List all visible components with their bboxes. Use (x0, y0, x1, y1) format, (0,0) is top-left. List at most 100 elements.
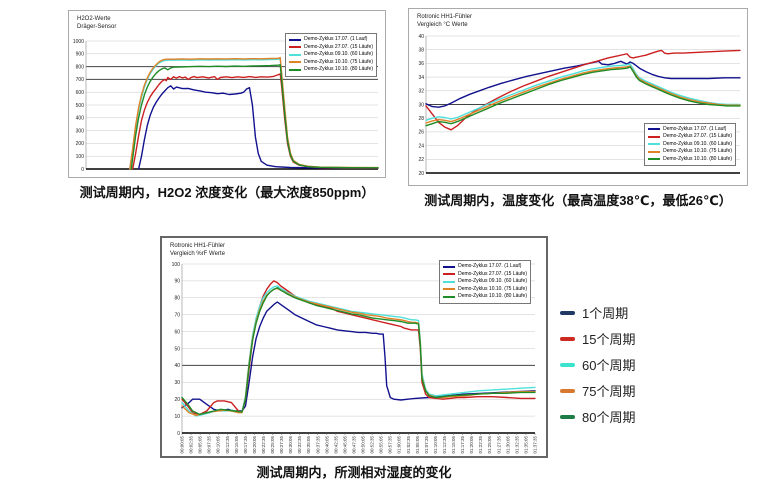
legend-item: Demo-Zyklus 10.10. (80 Läufe) (443, 293, 527, 301)
legend-label: Demo-Zyklus 09.10. (60 Läufe) (304, 51, 373, 57)
chart-title: Rotronic HH1-Fühler Vergleich %rF Werte (170, 242, 225, 258)
legend-label: Demo-Zyklus 17.07. (1 Lauf) (304, 36, 368, 42)
chart-title: Rotronic HH1-Fühler Vergleich °C Werte (417, 13, 472, 29)
svg-text:00:12:35: 00:12:35 (225, 436, 230, 454)
legend-item: Demo-Zyklus 10.10. (80 Läufe) (648, 156, 732, 164)
svg-text:20: 20 (174, 397, 180, 403)
cycle-legend-item: 75个周期 (560, 381, 635, 400)
svg-text:36: 36 (418, 61, 424, 67)
cycle-legend-swatch (560, 388, 575, 393)
legend-item: Demo-Zyklus 09.10. (60 Läufe) (648, 141, 732, 149)
legend-swatch (648, 150, 661, 153)
legend-swatch (289, 38, 302, 41)
svg-text:300: 300 (76, 128, 85, 134)
cycle-legend-panel: 1个周期 15个周期 60个周期 75个周期 80个周期 (560, 303, 635, 433)
legend-swatch (648, 128, 661, 131)
chart-title-line2: Vergleich °C Werte (417, 22, 468, 29)
cycle-legend-swatch (560, 336, 575, 341)
svg-text:00:10:05: 00:10:05 (216, 436, 221, 454)
cycle-legend-item: 15个周期 (560, 329, 635, 348)
legend-swatch (289, 68, 302, 71)
figure-temperature: Rotronic HH1-Fühler Vergleich °C Werte 2… (408, 8, 748, 209)
svg-text:26: 26 (418, 130, 424, 136)
humidity-legend: Demo-Zyklus 17.07. (1 Lauf) Demo-Zyklus 2… (439, 260, 531, 304)
cycle-legend-swatch (560, 414, 575, 419)
legend-label: Demo-Zyklus 10.10. (80 Läufe) (663, 155, 732, 162)
cycle-legend-item: 80个周期 (560, 407, 635, 426)
legend-swatch (443, 280, 456, 283)
svg-text:01:10:05: 01:10:05 (433, 436, 438, 454)
svg-text:28: 28 (418, 116, 424, 122)
cycle-legend-label: 15个周期 (582, 332, 636, 347)
svg-text:00:07:35: 00:07:35 (207, 436, 212, 454)
chart-title-line2: Vergleich %rF Werte (170, 251, 225, 258)
cycle-legend-item: 60个周期 (560, 355, 635, 374)
svg-text:01:37:35: 01:37:35 (533, 436, 538, 454)
svg-text:01:27:35: 01:27:35 (496, 436, 501, 454)
svg-text:01:07:35: 01:07:35 (424, 436, 429, 454)
chart-temperature: Rotronic HH1-Fühler Vergleich °C Werte 2… (408, 8, 748, 186)
chart-humidity: Rotronic HH1-Fühler Vergleich %rF Werte … (160, 236, 548, 458)
svg-text:34: 34 (418, 75, 424, 81)
svg-text:00:42:35: 00:42:35 (333, 436, 338, 454)
legend-item: Demo-Zyklus 27.07. (15 Läufe) (443, 271, 527, 279)
legend-label: Demo-Zyklus 10.10. (75 Läufe) (304, 58, 373, 65)
svg-text:00:02:35: 00:02:35 (189, 436, 194, 454)
svg-text:01:02:35: 01:02:35 (406, 436, 411, 454)
legend-item: Demo-Zyklus 09.10. (60 Läufe) (289, 51, 373, 59)
svg-text:100: 100 (172, 262, 181, 268)
svg-text:500: 500 (76, 103, 85, 109)
svg-text:00:30:05: 00:30:05 (288, 436, 293, 454)
legend-item: Demo-Zyklus 27.07. (15 Läufe) (289, 44, 373, 52)
svg-text:01:17:35: 01:17:35 (460, 436, 465, 454)
legend-item: Demo-Zyklus 27.07. (15 Läufe) (648, 133, 732, 141)
svg-text:200: 200 (76, 141, 85, 147)
svg-text:00:37:35: 00:37:35 (315, 436, 320, 454)
legend-item: Demo-Zyklus 10.10. (80 Läufe) (289, 66, 373, 74)
legend-swatch (648, 135, 661, 138)
legend-item: Demo-Zyklus 10.10. (75 Läufe) (443, 286, 527, 294)
chart-title-line1: H2O2-Werte (77, 16, 111, 22)
svg-text:00:57:35: 00:57:35 (388, 436, 393, 454)
legend-label: Demo-Zyklus 09.10. (60 Läufe) (663, 140, 732, 147)
svg-text:10: 10 (174, 414, 180, 420)
svg-text:01:32:35: 01:32:35 (514, 436, 519, 454)
chart-title: H2O2-Werte Dräger-Sensor (77, 15, 116, 31)
svg-text:01:12:35: 01:12:35 (442, 436, 447, 454)
svg-text:01:00:05: 01:00:05 (397, 436, 402, 454)
svg-text:700: 700 (76, 77, 85, 83)
svg-text:30: 30 (174, 380, 180, 386)
svg-text:80: 80 (174, 296, 180, 302)
svg-text:00:17:35: 00:17:35 (243, 436, 248, 454)
svg-text:00:52:35: 00:52:35 (370, 436, 375, 454)
legend-label: Demo-Zyklus 10.10. (80 Läufe) (304, 66, 373, 72)
svg-text:600: 600 (76, 90, 85, 96)
svg-text:00:05:05: 00:05:05 (198, 436, 203, 454)
temperature-legend: Demo-Zyklus 17.07. (1 Lauf) Demo-Zyklus 2… (644, 122, 736, 166)
svg-text:01:22:35: 01:22:35 (478, 436, 483, 454)
svg-text:01:25:05: 01:25:05 (487, 436, 492, 454)
svg-text:800: 800 (76, 64, 85, 70)
legend-swatch (443, 288, 456, 291)
svg-text:00:47:35: 00:47:35 (351, 436, 356, 454)
svg-text:01:30:05: 01:30:05 (505, 436, 510, 454)
h2o2-legend: Demo-Zyklus 17.07. (1 Lauf) Demo-Zyklus 2… (285, 33, 377, 77)
svg-text:0: 0 (81, 167, 84, 173)
svg-text:00:40:05: 00:40:05 (324, 436, 329, 454)
svg-text:900: 900 (76, 52, 85, 58)
svg-text:22: 22 (418, 157, 424, 163)
svg-text:00:22:35: 00:22:35 (261, 436, 266, 454)
svg-text:00:50:05: 00:50:05 (361, 436, 366, 454)
svg-text:38: 38 (418, 48, 424, 54)
svg-text:00:32:35: 00:32:35 (297, 436, 302, 454)
legend-swatch (289, 53, 302, 56)
svg-text:0: 0 (177, 431, 180, 437)
legend-label: Demo-Zyklus 17.07. (1 Lauf) (458, 263, 522, 269)
chart-title-line2: Dräger-Sensor (77, 24, 117, 31)
cycle-legend-item: 1个周期 (560, 303, 635, 322)
legend-item: Demo-Zyklus 17.07. (1 Lauf) (289, 36, 373, 44)
h2o2-caption: 测试周期内，H2O2 浓度变化（最大浓度850ppm） (79, 185, 375, 200)
svg-text:30: 30 (418, 102, 424, 108)
svg-text:40: 40 (174, 363, 180, 369)
svg-text:00:20:05: 00:20:05 (252, 436, 257, 454)
